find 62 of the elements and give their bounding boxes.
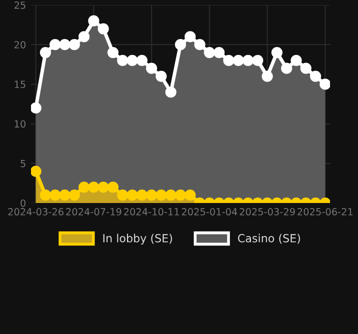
point [223,54,234,66]
point [262,70,273,82]
point [194,39,206,50]
point [320,78,330,90]
point [242,54,254,66]
x-tick-label: 2025-03-29 [240,208,295,216]
point [78,31,90,42]
point [174,190,186,201]
y-tick-label: 5 [20,160,26,168]
point [232,54,244,66]
point [184,31,196,42]
point [156,190,167,201]
point [126,54,138,66]
x-tick-label: 2025-01-04 [182,208,238,216]
y-tick-label: 10 [14,120,26,128]
x-tick-label: 2024-10-11 [124,208,179,216]
point [88,15,100,26]
point [78,182,90,193]
point [165,190,176,201]
legend-label: In lobby (SE) [103,234,172,245]
point [117,190,128,201]
point [31,166,42,177]
point [156,70,167,82]
point [252,54,264,66]
point [290,54,302,66]
point [117,54,128,66]
x-tick-label: 2024-03-26 [8,208,64,216]
point [214,46,225,58]
point [40,46,52,58]
point [184,190,196,201]
point [59,39,70,50]
y-tick-label: 0 [20,199,26,207]
point [40,190,52,201]
point [107,182,119,193]
legend-label: Casino (SE) [238,234,300,244]
point [126,190,138,201]
point [281,62,292,74]
x-tick-label: 2024-07-19 [66,208,122,216]
point [146,190,158,201]
point [31,102,42,114]
point [136,54,148,66]
point [50,39,61,50]
point [98,182,109,193]
point [98,23,109,34]
point [68,190,80,201]
point [300,62,312,74]
point [146,62,158,74]
point [50,190,61,201]
point [271,46,283,58]
point [310,70,322,82]
point [107,46,119,58]
point [174,39,186,50]
point [88,182,100,193]
y-tick-label: 20 [14,41,26,48]
point [165,86,176,98]
x-tick-label: 2025-06-21 [298,208,353,216]
y-tick-label: 15 [14,80,26,88]
point [68,39,80,50]
point [204,46,215,58]
y-tick-label: 25 [14,1,26,9]
point [136,190,148,201]
point [59,190,70,201]
